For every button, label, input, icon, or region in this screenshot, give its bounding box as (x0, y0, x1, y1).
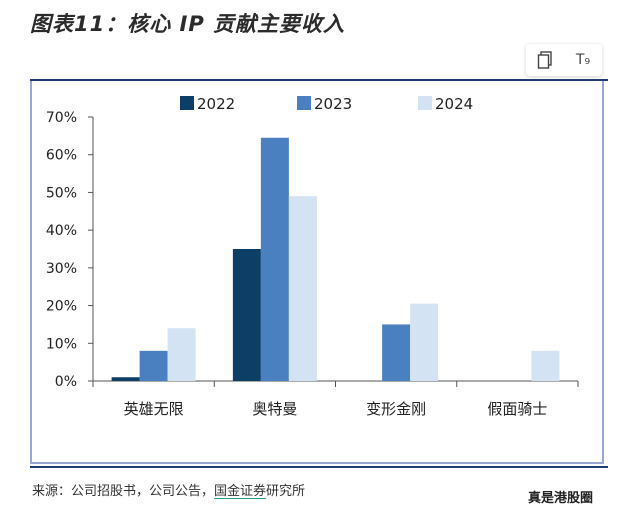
y-tick-label: 70% (46, 110, 77, 126)
image-toolbar: T₉ (526, 44, 602, 76)
bottom-rule (30, 466, 608, 468)
text-recognition-icon[interactable]: T₉ (572, 49, 594, 71)
source-suffix: 研究所 (266, 484, 306, 499)
x-tick-label: 英雄无限 (124, 400, 184, 418)
chart-frame (30, 81, 604, 464)
y-tick-label: 30% (46, 261, 77, 277)
y-tick-label: 40% (46, 223, 77, 239)
source-prefix: 来源：公司招股书，公司公告， (32, 484, 215, 499)
bar-2023-0 (139, 350, 168, 381)
legend-label-2022: 2022 (197, 95, 235, 113)
y-tick-label: 50% (46, 185, 77, 201)
copy-icon[interactable] (534, 49, 556, 71)
legend-swatch-2022 (180, 96, 194, 110)
y-tick-label: 60% (46, 148, 77, 164)
text-recognition-glyph: T₉ (575, 52, 591, 68)
bar-2024-2 (410, 303, 439, 381)
x-tick-label: 变形金刚 (366, 400, 426, 418)
legend-swatch-2023 (297, 96, 311, 110)
bar-2024-1 (288, 196, 317, 381)
watermark: 真是港股圈 (528, 491, 594, 506)
x-tick-label: 奥特曼 (252, 400, 297, 418)
bar-2024-0 (167, 328, 196, 381)
legend-swatch-2024 (418, 96, 432, 110)
legend-label-2024: 2024 (435, 95, 473, 113)
bar-2022-0 (111, 377, 140, 381)
source-note: 来源：公司招股书，公司公告，国金证券研究所 (32, 480, 305, 499)
y-tick-label: 10% (46, 336, 77, 352)
y-tick-label: 0% (55, 374, 77, 390)
source-highlight: 国金证券 (214, 484, 267, 499)
bar-2022-1 (232, 249, 261, 381)
bar-2023-2 (382, 324, 411, 381)
y-tick-label: 20% (46, 299, 77, 315)
x-tick-label: 假面骑士 (487, 400, 547, 418)
top-rule (30, 79, 608, 81)
legend-label-2023: 2023 (314, 95, 352, 113)
figure-title: 图表11：核心 IP 贡献主要收入 (30, 12, 346, 36)
bar-2024-3 (531, 350, 560, 381)
bar-2023-1 (260, 137, 289, 381)
